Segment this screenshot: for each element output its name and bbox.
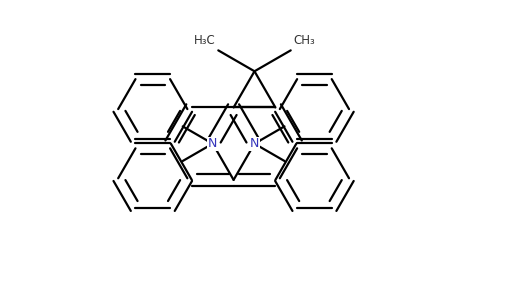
Text: CH₃: CH₃ <box>294 34 316 47</box>
Text: N: N <box>208 137 217 150</box>
Text: H₃C: H₃C <box>193 34 215 47</box>
Text: N: N <box>250 137 259 150</box>
